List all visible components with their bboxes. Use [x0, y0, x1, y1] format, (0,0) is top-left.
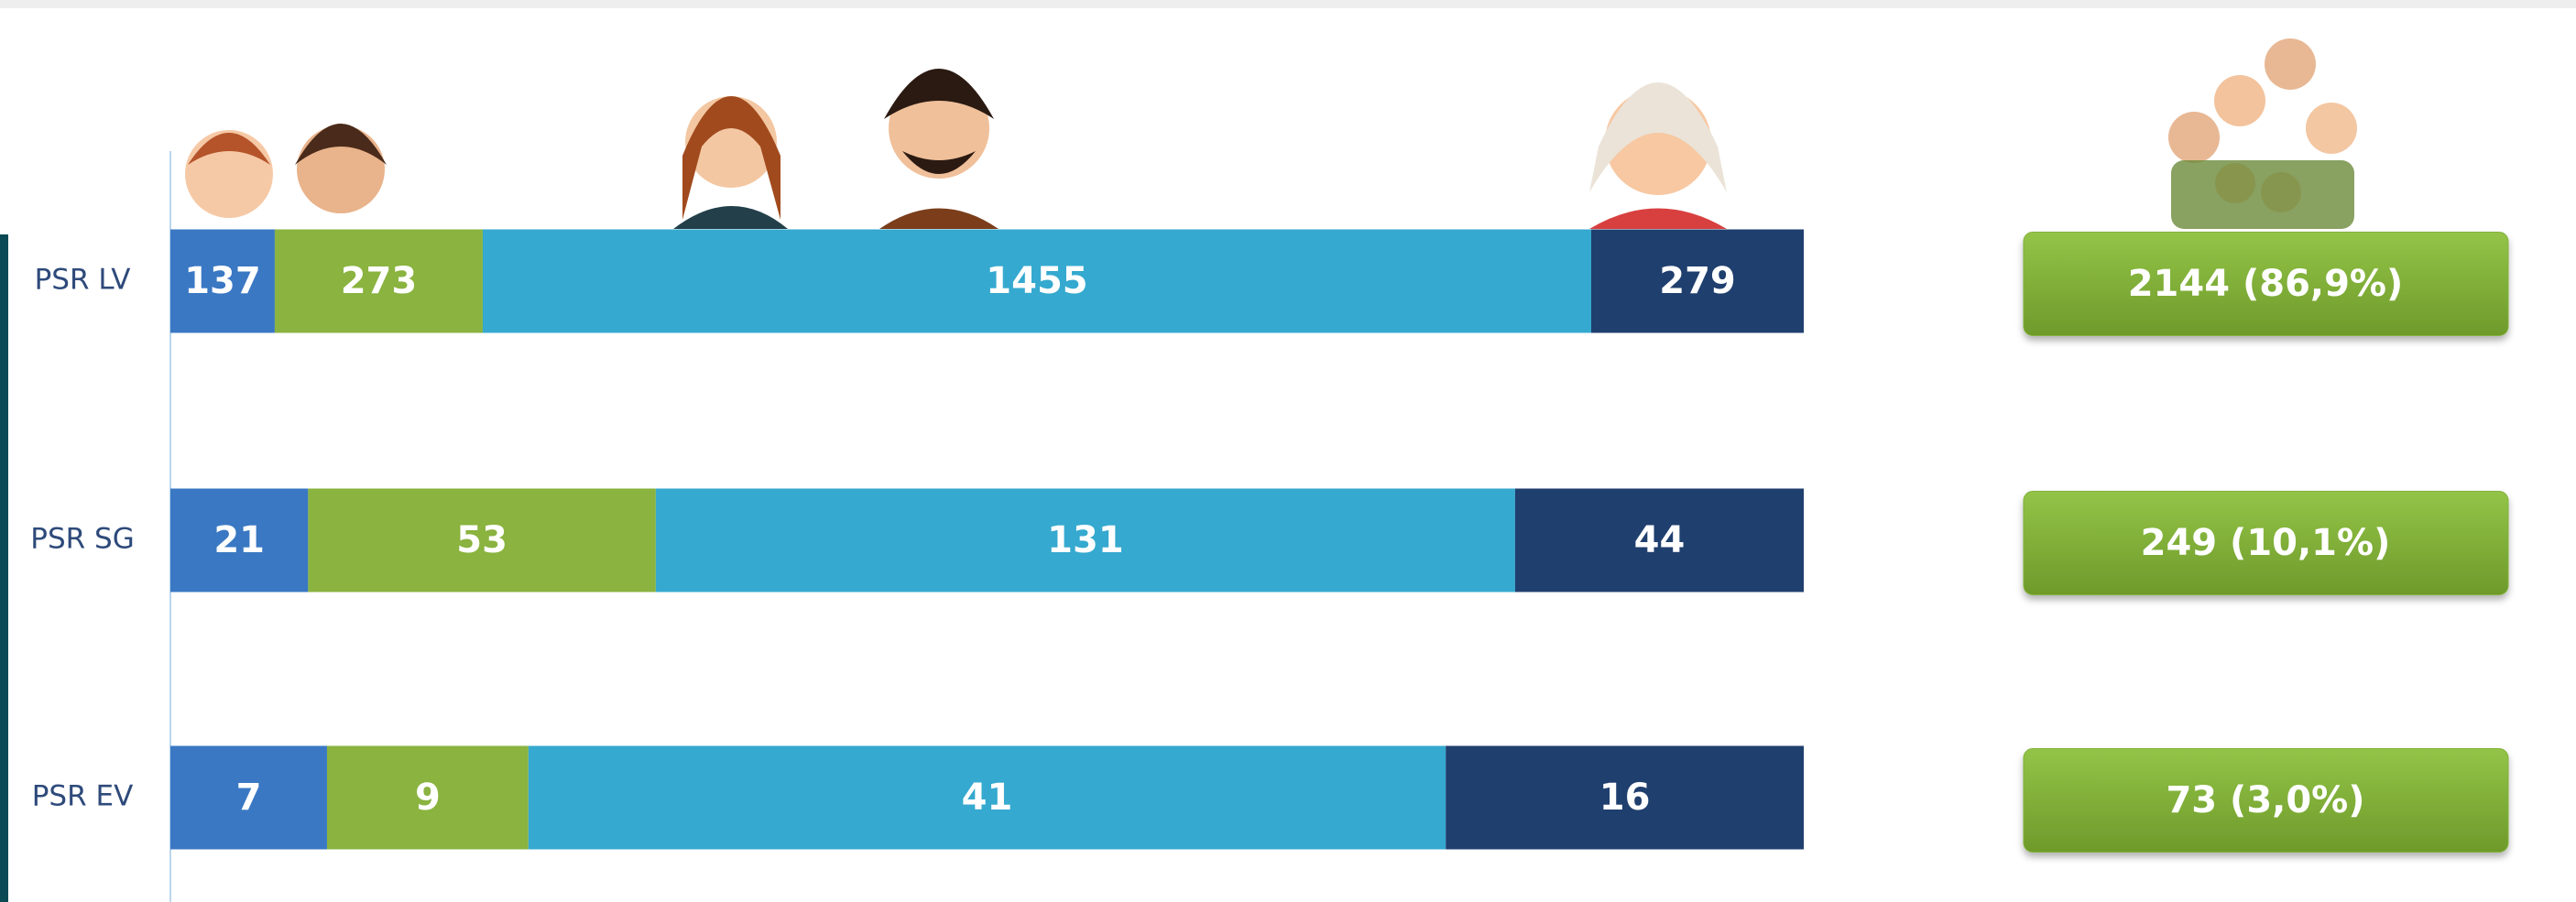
total-label: 249 (10,1%): [2141, 522, 2391, 564]
total-label: 2144 (86,9%): [2128, 263, 2404, 305]
side-strip: [0, 234, 8, 902]
bar-segment: [170, 488, 309, 592]
total-label: 73 (3,0%): [2166, 779, 2364, 821]
data-label: 1455: [986, 260, 1087, 302]
bar-segment: [1514, 488, 1804, 592]
data-label: 279: [1659, 260, 1736, 302]
data-label: 273: [341, 260, 418, 302]
bar-segment: [274, 229, 483, 333]
data-label: 53: [456, 519, 508, 561]
bar-segment: [655, 488, 1515, 592]
illustrations: [185, 38, 2357, 229]
data-label: 21: [213, 519, 265, 561]
total-box: [2023, 748, 2509, 853]
data-label: 41: [962, 777, 1013, 819]
bar-segment: [482, 229, 1591, 333]
category-label: PSR EV: [32, 780, 134, 813]
data-label: 7: [236, 777, 262, 819]
bar-segment: [326, 745, 529, 850]
bar-segment: [528, 745, 1446, 850]
total-box: [2023, 491, 2509, 595]
top-strip: [0, 0, 2576, 8]
data-label: 44: [1634, 519, 1686, 561]
bar-segment: [170, 745, 327, 850]
data-label: 9: [415, 777, 441, 819]
bar-segment: [308, 488, 656, 592]
bar-segment: [1446, 745, 1804, 850]
data-label: 131: [1047, 519, 1124, 561]
category-label: PSR LV: [35, 264, 131, 297]
bar-segment: [170, 229, 275, 333]
data-label: 16: [1599, 777, 1651, 819]
bar-segment: [1590, 229, 1804, 333]
total-box: [2023, 232, 2509, 336]
data-label: 137: [184, 260, 261, 302]
category-label: PSR SG: [30, 523, 134, 556]
